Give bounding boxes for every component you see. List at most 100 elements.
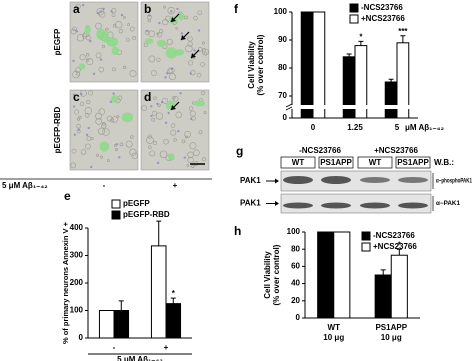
cell-debris <box>203 111 207 115</box>
cell-debris <box>186 164 190 167</box>
error-bar <box>170 297 176 304</box>
lane-box <box>280 156 316 169</box>
gfp-cell <box>99 141 110 152</box>
legend-swatch <box>349 14 359 24</box>
treatment-label: 5 μM Aβ₁₋₄₂ <box>2 181 48 190</box>
arrow-head <box>181 35 186 40</box>
cell-debris <box>111 13 116 17</box>
legend-label: pEGFP-RBD <box>123 210 170 219</box>
micrograph <box>69 89 139 171</box>
cell-debris <box>203 52 208 56</box>
cell-debris <box>84 113 90 118</box>
cell-debris <box>85 53 90 57</box>
gfp-cell <box>144 38 154 45</box>
bar <box>384 81 398 119</box>
cell-debris <box>201 47 206 53</box>
y-tick-label: 60 <box>291 262 300 271</box>
y-tick-label: 80 <box>291 244 300 253</box>
bar <box>312 11 326 119</box>
cell-debris <box>197 10 203 16</box>
x-tick-sublabel: 10 μg <box>323 333 344 342</box>
significance: *** <box>398 27 408 36</box>
cell-debris <box>184 15 188 20</box>
cell-debris <box>188 106 194 111</box>
legend-label: -NCS23766 <box>373 231 415 240</box>
cell-debris <box>175 26 179 30</box>
nucleus <box>164 121 168 125</box>
bar <box>98 310 115 339</box>
axis-break-mark <box>285 103 293 111</box>
cell-debris <box>106 159 110 162</box>
gfp-cell <box>156 39 167 48</box>
nucleus <box>72 93 76 96</box>
cell-debris <box>84 143 91 150</box>
legend-label: +NCS23766 <box>373 242 417 251</box>
cell-debris <box>170 123 176 128</box>
panel-label: h <box>234 224 241 238</box>
cell-debris <box>86 58 90 62</box>
cell-debris <box>131 152 138 159</box>
cell-debris <box>80 149 87 155</box>
group-label: -NCS23766 <box>299 146 341 155</box>
gfp-cell <box>165 47 178 59</box>
cell-debris <box>101 44 105 49</box>
bar <box>113 310 130 339</box>
cell-debris <box>191 164 195 168</box>
cell-debris <box>193 149 200 157</box>
bar <box>300 11 314 119</box>
nucleus <box>193 49 196 52</box>
nucleus <box>166 72 169 75</box>
y-axis-label: (% over control) <box>256 34 265 95</box>
nucleus <box>179 92 182 95</box>
nucleus <box>72 105 76 108</box>
nucleus <box>72 59 75 63</box>
axis-break <box>286 105 418 109</box>
legend-swatch <box>361 242 371 252</box>
cell-debris <box>82 33 88 39</box>
panel-label: b <box>144 2 151 16</box>
cell-debris <box>202 157 206 161</box>
blot-band <box>398 202 428 209</box>
cell-debris <box>172 96 176 100</box>
cell-debris <box>187 151 194 158</box>
nucleus <box>189 72 192 75</box>
wb-label: W.B.: <box>434 158 454 167</box>
nucleus <box>109 100 113 104</box>
cell-debris <box>71 148 77 154</box>
nucleus <box>102 7 105 11</box>
blot-row-label: PAK1 <box>240 176 261 185</box>
nucleus <box>112 92 115 95</box>
nucleus <box>96 11 100 15</box>
cell-debris <box>112 67 116 72</box>
y-tick-label: 70 <box>278 91 287 100</box>
cell-debris <box>187 36 193 42</box>
gfp-cell <box>111 94 119 103</box>
nucleus <box>118 156 121 159</box>
nucleus <box>183 156 186 159</box>
nucleus <box>99 58 103 61</box>
cell-debris <box>116 115 120 119</box>
significance: * <box>398 240 402 249</box>
nucleus <box>82 3 85 7</box>
cell-debris <box>97 127 106 135</box>
row-label: pEGFP-RBD <box>53 106 62 153</box>
cell-debris <box>130 135 134 139</box>
gfp-cell <box>194 100 206 107</box>
nucleus <box>150 105 153 108</box>
nucleus <box>156 102 159 105</box>
cell-debris <box>146 136 154 144</box>
cell-debris <box>189 110 196 117</box>
cell-debris <box>119 142 124 147</box>
error-bar <box>118 300 124 311</box>
cell-debris <box>127 23 130 26</box>
cell-debris <box>86 136 92 141</box>
cell-debris <box>72 26 77 32</box>
lane-label: PS1APP <box>397 158 429 167</box>
cell-debris <box>162 19 169 26</box>
cell-debris <box>95 52 102 59</box>
gfp-cell <box>167 153 175 161</box>
cell-debris <box>129 70 137 78</box>
cell-debris <box>95 112 102 120</box>
cell-debris <box>202 41 205 45</box>
nucleus <box>75 30 79 33</box>
